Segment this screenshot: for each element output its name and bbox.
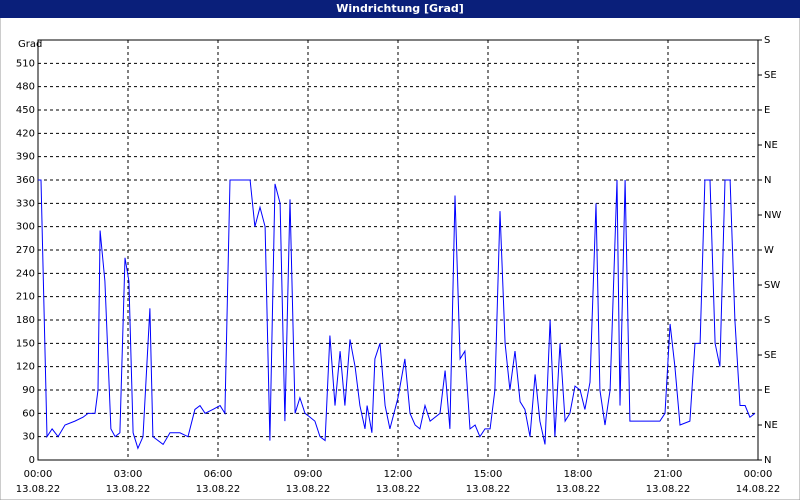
x-tick-date: 13.08.22 — [646, 484, 691, 495]
y-tick-label: 450 — [16, 105, 35, 116]
y2-tick-label: NW — [764, 210, 781, 221]
x-tick-label: 15:00 — [474, 469, 503, 480]
x-tick-label: 18:00 — [564, 469, 593, 480]
x-tick-label: 03:00 — [114, 469, 143, 480]
y2-tick-label: SW — [764, 280, 780, 291]
y-tick-label: 150 — [16, 338, 35, 349]
y-tick-label: 240 — [16, 268, 35, 279]
x-tick-date: 13.08.22 — [196, 484, 241, 495]
y-axis-label: Grad — [18, 39, 42, 50]
y-tick-label: 300 — [16, 222, 35, 233]
y-tick-label: 210 — [16, 292, 35, 303]
x-tick-label: 00:00 — [744, 469, 773, 480]
title-bar — [0, 0, 800, 18]
x-tick-date: 13.08.22 — [376, 484, 421, 495]
x-tick-label: 06:00 — [204, 469, 233, 480]
x-tick-label: 21:00 — [654, 469, 683, 480]
y-tick-label: 0 — [29, 455, 35, 466]
y-tick-label: 390 — [16, 152, 35, 163]
y-tick-label: 60 — [22, 408, 35, 419]
y2-tick-label: E — [764, 385, 770, 396]
x-tick-label: 12:00 — [384, 469, 413, 480]
y2-tick-label: W — [764, 245, 774, 256]
y-tick-label: 180 — [16, 315, 35, 326]
y2-tick-label: E — [764, 105, 770, 116]
y2-tick-label: SE — [764, 70, 777, 81]
y2-tick-label: NE — [764, 420, 778, 431]
y2-tick-label: N — [764, 455, 771, 466]
y2-tick-label: S — [764, 315, 770, 326]
x-tick-label: 09:00 — [294, 469, 323, 480]
y-tick-label: 360 — [16, 175, 35, 186]
y2-tick-label: NE — [764, 140, 778, 151]
y-tick-label: 30 — [22, 432, 35, 443]
x-tick-date: 13.08.22 — [16, 484, 61, 495]
plot-border — [37, 39, 759, 461]
data-line — [38, 179, 756, 450]
x-tick-date: 14.08.22 — [736, 484, 781, 495]
y-tick-label: 480 — [16, 82, 35, 93]
y-tick-label: 120 — [16, 362, 35, 373]
y-tick-label: 90 — [22, 385, 35, 396]
x-tick-date: 13.08.22 — [286, 484, 331, 495]
x-tick-date: 13.08.22 — [106, 484, 151, 495]
x-tick-label: 00:00 — [24, 469, 53, 480]
y2-tick-label: SE — [764, 350, 777, 361]
x-tick-date: 13.08.22 — [556, 484, 601, 495]
x-tick-date: 13.08.22 — [466, 484, 511, 495]
y2-tick-label: N — [764, 175, 771, 186]
y2-tick-label: S — [764, 35, 770, 46]
y-tick-label: 330 — [16, 198, 35, 209]
y-tick-label: 510 — [16, 58, 35, 69]
chart-title: Windrichtung [Grad] — [336, 2, 464, 15]
y-tick-label: 420 — [16, 128, 35, 139]
y-tick-label: 270 — [16, 245, 35, 256]
